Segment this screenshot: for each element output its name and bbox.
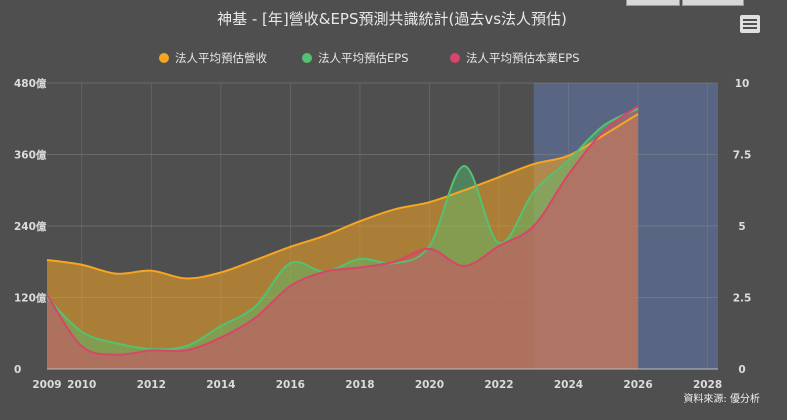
legend-marker bbox=[159, 53, 169, 63]
y-left-tick-label: 240億 bbox=[14, 220, 47, 233]
toolbar-tab-left[interactable] bbox=[626, 0, 680, 6]
series-area-3 bbox=[47, 105, 639, 369]
y-right-tick-label: 7.5 bbox=[733, 150, 752, 162]
y-left-tick-label: 0 bbox=[14, 364, 21, 376]
x-tick-label: 2016 bbox=[276, 379, 305, 391]
legend-item-label: 法人平均預估本業EPS bbox=[466, 51, 580, 65]
y-left-tick-label: 120億 bbox=[14, 292, 47, 305]
x-tick-label: 2018 bbox=[345, 379, 374, 391]
x-tick-label: 2014 bbox=[206, 379, 235, 391]
y-left-tick-label: 360億 bbox=[14, 149, 47, 162]
legend: 法人平均預估營收 法人平均預估EPS 法人平均預估本業EPS bbox=[159, 51, 580, 65]
series-line-2 bbox=[46, 107, 639, 351]
y-right-tick-label: 2.5 bbox=[733, 293, 752, 305]
hamburger-menu-icon bbox=[740, 15, 760, 33]
chart-credit: 資料來源: 優分析 bbox=[683, 392, 760, 405]
legend-item-label: 法人平均預估EPS bbox=[318, 51, 409, 65]
y-left-tick-label: 480億 bbox=[14, 77, 47, 90]
x-tick-label: 2028 bbox=[693, 379, 722, 391]
x-tick-label: 2020 bbox=[415, 379, 444, 391]
legend-item-label: 法人平均預估營收 bbox=[175, 51, 267, 65]
series-line-3 bbox=[46, 105, 639, 356]
x-tick-label: 2026 bbox=[623, 379, 652, 391]
toolbar-tab-right[interactable] bbox=[682, 0, 744, 6]
y-right-tick-label: 10 bbox=[735, 78, 750, 90]
plot-area: 0 120億 240億 360億 480億 0 2.5 5 7.5 10 2009 2010 2012 2… bbox=[14, 77, 751, 391]
legend-marker bbox=[450, 53, 460, 63]
x-tick-label: 2022 bbox=[484, 379, 513, 391]
legend-marker bbox=[302, 53, 312, 63]
y-right-tick-label: 0 bbox=[738, 364, 745, 376]
y-right-tick-label: 5 bbox=[738, 221, 745, 233]
x-tick-label: 2009 bbox=[32, 379, 61, 391]
x-tick-label: 2024 bbox=[554, 379, 583, 391]
chart-title: 神基 - [年]營收&EPS預測共識統計(過去vs法人預估) bbox=[217, 10, 567, 28]
menu-button[interactable] bbox=[738, 13, 762, 35]
x-tick-label: 2010 bbox=[67, 379, 96, 391]
series-line-1 bbox=[46, 113, 639, 280]
x-tick-label: 2012 bbox=[137, 379, 166, 391]
